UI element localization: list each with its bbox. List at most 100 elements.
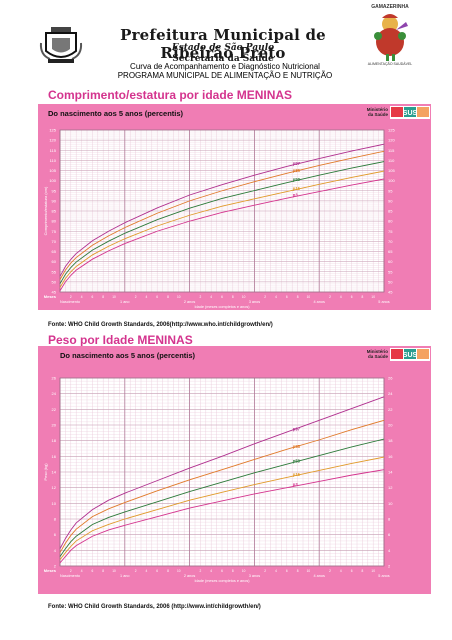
chart1-xtick-label: 4 anos: [313, 300, 325, 304]
chart1-month-tick: 4: [340, 295, 342, 299]
chart1-month-tick: 8: [297, 295, 299, 299]
curve-subtitle: Curva de Acompanhamento e Diagnóstico Nu…: [130, 62, 320, 71]
chart2-month-tick: 2: [200, 569, 202, 573]
chart1-ytick-label: 75: [52, 229, 57, 234]
chart1-xtick-label: 3 anos: [249, 300, 261, 304]
chart1-ytick-label: 105: [49, 168, 56, 173]
chart2-xtick-label: 4 anos: [313, 574, 325, 578]
chart1-plot: 45 45 50 50 55 55 60 60 65 65 70 70 75 75 80 80 85 85 90 90…: [43, 128, 395, 310]
chart1-series-p50: [59, 161, 385, 284]
chart1-ytick-label: 100: [388, 178, 395, 183]
chart1-month-tick: 10: [307, 295, 311, 299]
chart1-month-tick: 6: [286, 295, 288, 299]
chart1-subtitle: Do nascimento aos 5 anos (percentis): [48, 109, 184, 118]
chart2-ytick-label: 2: [54, 564, 57, 569]
page-title: Prefeitura Municipal de Ribeirão Preto: [120, 26, 326, 62]
chart1-series-label-p3: p3: [293, 193, 299, 198]
chart1-ytick-label: 125: [388, 128, 395, 133]
chart1-ytick-label: 115: [388, 148, 395, 153]
chart2-ytick-label: 6: [54, 532, 57, 537]
chart2-series-label-p15: p15: [293, 472, 301, 477]
chart1-ytick-label: 115: [50, 148, 57, 153]
chart2-ytick-label: 26: [52, 376, 57, 381]
chart2-month-tick: 8: [102, 569, 104, 573]
chart2-ytick-label: 18: [388, 438, 393, 443]
chart2-ytick-label: 10: [52, 501, 57, 506]
chart1-month-tick: 6: [351, 295, 353, 299]
chart1-xtitle: Meses: [44, 294, 57, 299]
chart1-ytick-label: 60: [52, 259, 57, 264]
chart2-month-tick: 8: [362, 569, 364, 573]
chart2-series-p97: [59, 396, 385, 549]
chart1-ytick-label: 60: [388, 259, 393, 264]
chart1-ylabel: Comprimento/estatura (cm): [43, 186, 48, 235]
chart1-month-tick: 10: [177, 295, 181, 299]
chart1-xtick-label: 1 ano: [120, 300, 130, 304]
chart2-month-tick: 8: [297, 569, 299, 573]
chart2-ytick-label: 16: [388, 454, 393, 459]
chart1-month-tick: 2: [70, 295, 72, 299]
chart1-month-tick: 4: [210, 295, 212, 299]
chart1-ytick-label: 65: [388, 249, 393, 254]
chart2-ytick-label: 22: [388, 407, 393, 412]
chart2-ylabel: Peso (kg): [43, 463, 48, 481]
chart2-month-tick: 2: [70, 569, 72, 573]
chart1-ytick-label: 45: [388, 290, 393, 295]
chart1-ytick-label: 90: [388, 198, 393, 203]
chart1-month-tick: 8: [167, 295, 169, 299]
chart1-ytick-label: 75: [388, 229, 393, 234]
chart2-series-label-p3: p3: [293, 482, 299, 487]
chart1-sus-text: SUS: [403, 110, 418, 117]
chart1-sus-badge: SUS: [390, 106, 430, 119]
chart1-ytick-label: 95: [52, 188, 57, 193]
chart2-month-tick: 8: [167, 569, 169, 573]
chart2-ytick-label: 26: [388, 376, 393, 381]
chart2-xlabel: Idade (meses completos e anos): [194, 579, 250, 583]
chart1-ytick-label: 125: [49, 128, 56, 133]
state-name: Estado de São Paulo: [171, 43, 275, 53]
chart1-ytick-label: 120: [388, 138, 395, 143]
chart1-source: Fonte: WHO Child Growth Standards, 2006(…: [48, 322, 273, 328]
chart2-series-label-p85: p85: [293, 444, 301, 449]
chart1-month-tick: 10: [242, 295, 246, 299]
chart2-xtick-label: 3 anos: [249, 574, 261, 578]
chart2-month-tick: 6: [156, 569, 158, 573]
chart1-month-tick: 2: [329, 295, 331, 299]
chart1-month-tick: 10: [371, 295, 375, 299]
chart2-series-p3: [59, 469, 385, 564]
chart2-month-tick: 4: [81, 569, 83, 573]
chart1-ytick-label: 50: [388, 279, 393, 284]
chart1-series-p15: [59, 170, 385, 288]
chart1-series-label-p15: p15: [293, 186, 301, 191]
chart2-ytick-label: 24: [388, 391, 393, 396]
mascot-subcaption: ALIMENTAÇÃO SAUDÁVEL: [367, 62, 413, 66]
chart2-month-tick: 4: [340, 569, 342, 573]
chart2-subtitle: Do nascimento aos 5 anos (percentis): [60, 351, 196, 360]
chart2-ytick-label: 14: [52, 470, 57, 475]
chart1-month-tick: 10: [112, 295, 116, 299]
chart1-ytick-label: 85: [52, 209, 57, 214]
chart2-month-tick: 4: [210, 569, 212, 573]
chart2-series-p15: [59, 456, 385, 561]
chart1-ytick-label: 85: [388, 209, 393, 214]
chart2-ytick-label: 8: [54, 517, 57, 522]
chart2-month-tick: 2: [264, 569, 266, 573]
chart2-xtick-label: 5 anos: [378, 574, 390, 578]
chart2-month-tick: 10: [371, 569, 375, 573]
chart1-month-tick: 2: [135, 295, 137, 299]
chart2-ytick-label: 20: [52, 423, 57, 428]
chart1-ytick-label: 55: [52, 269, 57, 274]
chart2-ytick-label: 6: [388, 532, 391, 537]
chart1-ytick-label: 110: [388, 158, 395, 163]
chart2-ytick-label: 20: [388, 423, 393, 428]
chart2-month-tick: 2: [329, 569, 331, 573]
chart2-series-p85: [59, 419, 385, 553]
chart2-series-label-p50: p50: [293, 459, 301, 464]
chart1-month-tick: 6: [221, 295, 223, 299]
chart2-month-tick: 8: [232, 569, 234, 573]
chart1-series-p3: [59, 178, 385, 292]
chart2-ytick-label: 12: [52, 485, 57, 490]
chart1-month-tick: 4: [146, 295, 148, 299]
chart2-xtick-label: 2 anos: [184, 574, 196, 578]
